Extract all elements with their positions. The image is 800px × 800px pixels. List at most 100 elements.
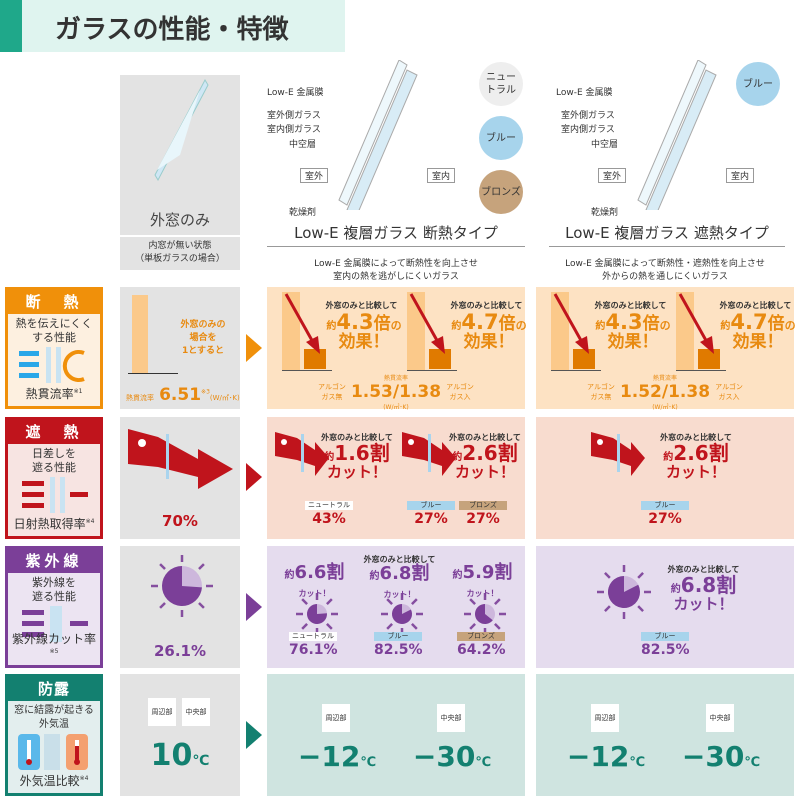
layer-label: 中空層 <box>289 140 317 150</box>
compare-text: 外窓のみと比較して <box>450 301 523 310</box>
compare-text: 外窓のみと比較して <box>594 301 667 310</box>
shading-caption: Low-E 複層ガラス 遮熱タイプ <box>549 222 785 247</box>
insulating-dew: 周辺部 中央部 −12℃ −30℃ <box>267 674 525 796</box>
cut-ratio: 6.6割 <box>294 562 345 583</box>
compare-text: 外窓のみと比較して <box>363 555 436 564</box>
cut-ratio: 1.6割 <box>334 441 390 465</box>
uv-value: 26.1% <box>153 642 207 660</box>
color-tag: ブロンズ <box>459 501 507 510</box>
footnote-mark: ※4 <box>85 518 95 525</box>
solar-value: 70% <box>162 512 198 530</box>
rate-value: 27% <box>414 511 448 527</box>
improved-bar <box>304 349 326 369</box>
cut-ratio: 2.6割 <box>462 441 518 465</box>
effect-text: 効果！ <box>338 331 390 352</box>
u-value: 1.52/1.38 <box>619 382 711 402</box>
unit: 倍 <box>767 314 785 334</box>
unit: ℃ <box>744 755 761 770</box>
compare-text: 外窓のみと比較して <box>719 301 792 310</box>
approx: 約 <box>720 321 731 332</box>
uv-block-icon <box>22 606 88 642</box>
approx: 約 <box>452 452 463 463</box>
u-value-label: 熱貫流率 <box>652 375 677 382</box>
sun-icon <box>295 592 339 640</box>
page-title-banner: ガラスの性能・特徴 <box>0 0 345 52</box>
color-neutral: ニュー トラル <box>479 62 523 106</box>
single-note: 内窓が無い状態 （単板ガラスの場合） <box>120 237 240 270</box>
baseline <box>282 370 332 371</box>
layer-label: 室内側ガラス <box>561 125 615 135</box>
unit: ℃ <box>360 755 377 770</box>
approx: 約 <box>451 321 462 332</box>
layer-label: 室外側ガラス <box>561 111 615 121</box>
heat-transfer-icon <box>19 347 85 383</box>
center-temp: −30 <box>412 740 476 773</box>
rate-value: 27% <box>466 511 500 527</box>
color-tag: ブルー <box>374 632 422 641</box>
color-tag: ニュートラル <box>305 501 353 510</box>
inside-label: 室内 <box>427 168 456 183</box>
layer-label: 中空層 <box>591 140 619 150</box>
single-glass-visual: 外窓のみ <box>120 75 240 235</box>
sun-icon <box>150 554 214 622</box>
particle: の <box>784 319 796 332</box>
unit: 倍 <box>642 314 660 334</box>
approx: 約 <box>324 452 335 463</box>
row-desc: 紫外線を 遮る性能 <box>32 576 76 603</box>
sun-icon <box>463 592 507 640</box>
improved-bar <box>698 349 720 369</box>
unit: 倍 <box>498 314 516 334</box>
edge-temp: −12 <box>566 740 630 773</box>
unit: ℃ <box>192 753 210 769</box>
improved-bar <box>429 349 451 369</box>
footnote-mark: ※3 <box>201 388 210 396</box>
cut-text: カット！ <box>454 463 515 481</box>
reference-bar <box>132 295 148 373</box>
row-footer: 外気温比較 <box>19 774 80 788</box>
cut-ratio: 6.8割 <box>680 573 737 597</box>
shading-glass-diagram: Low-E 金属膜 室外側ガラス 室内側ガラス 中空層 乾燥剤 室外 室内 ブル… <box>536 60 796 250</box>
single-uv: 26.1% <box>120 546 240 668</box>
single-glass-icon <box>154 78 209 182</box>
rate-value: 82.5% <box>374 642 423 658</box>
cut-ratio: 5.9割 <box>462 562 513 583</box>
unit: 倍 <box>373 314 391 334</box>
layer-label: 室内側ガラス <box>267 125 321 135</box>
label-dew: 防露 窓に結露が起きる 外気温 外気温比較※4 <box>5 674 103 796</box>
shading-solar: 外窓のみと比較して 約2.6割 カット！ ブルー 27% <box>536 417 794 539</box>
sun-icon <box>380 592 424 640</box>
insulating-uv: 約6.6割 カット！ ニュートラル 76.1% 外窓のみと比較して 約6.8割 カット！ … <box>267 546 525 668</box>
effect-text: 効果！ <box>463 331 515 352</box>
unit: ℃ <box>475 755 492 770</box>
arrow-right-icon <box>246 593 262 621</box>
particle: の <box>390 319 402 332</box>
layer-label: Low-E 金属膜 <box>267 88 324 98</box>
approx: 約 <box>452 570 463 581</box>
cut-ratio: 6.8割 <box>379 563 430 584</box>
arrow-right-icon <box>246 334 262 362</box>
baseline <box>676 370 726 371</box>
arrow-right-icon <box>246 463 262 491</box>
row-desc: 熱を伝えにくく する性能 <box>15 317 93 344</box>
row-desc: 日差しを 遮る性能 <box>32 447 76 474</box>
decrease-arrow-icon <box>553 293 589 354</box>
approx: 約 <box>663 452 674 463</box>
color-tag: ブルー <box>641 501 689 510</box>
double-glass-icon <box>637 60 717 210</box>
unit: ℃ <box>629 755 646 770</box>
center-temp: −30 <box>681 740 745 773</box>
particle: の <box>515 319 527 332</box>
rate-value: 43% <box>312 511 346 527</box>
compare-text: 外窓のみと比較して <box>325 301 398 310</box>
cut-text: カット！ <box>673 595 734 613</box>
effect-text: 効果！ <box>732 331 784 352</box>
cut-ratio: 2.6割 <box>673 441 729 465</box>
cut-text: カット！ <box>298 588 331 598</box>
improvement-factor: 4.3 <box>605 310 643 334</box>
center-label: 中央部 <box>437 704 465 732</box>
single-insulation: 外窓のみの 場合を 1とすると 熱貫流率 6.51※3(W/㎡･K) <box>120 287 240 409</box>
color-tag: ブルー <box>407 501 455 510</box>
rate-value: 76.1% <box>289 642 338 658</box>
insulating-desc: Low-E 金属膜によって断熱性を向上させ 室内の熱を逃がしにくいガラス <box>314 259 478 282</box>
row-heading: 防露 <box>8 677 100 701</box>
